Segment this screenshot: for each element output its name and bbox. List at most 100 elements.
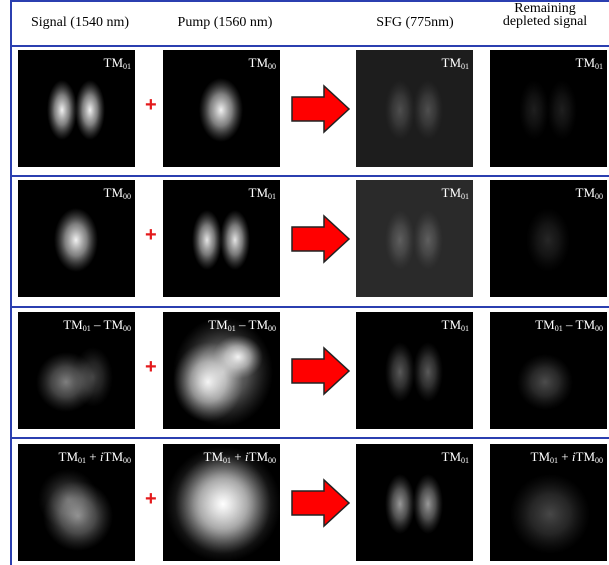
intensity-profile: [47, 80, 105, 140]
beam-lobe: [38, 469, 98, 529]
beam-lobe: [413, 210, 443, 270]
frame: [10, 0, 609, 565]
italic: i: [99, 449, 104, 464]
mode-image: TM01 + iTM00: [18, 444, 135, 561]
mode-label: TM01: [442, 185, 470, 201]
column-header: Remaining depleted signal: [502, 1, 588, 29]
mode-label: TM01: [249, 185, 277, 201]
label-text: – TM: [235, 317, 268, 332]
mode-image: TM01 – TM00: [163, 312, 280, 429]
mode-label: TM00: [576, 185, 604, 201]
beam-lobe: [547, 80, 577, 140]
mode-label: TM00: [104, 185, 132, 201]
beam-lobe: [165, 446, 280, 561]
subscript: 01: [82, 324, 91, 333]
subscript: 00: [595, 192, 603, 201]
subscript: 01: [461, 456, 469, 465]
beam-lobe: [220, 210, 250, 270]
beam-lobe: [510, 474, 590, 554]
subscript: 00: [595, 324, 603, 333]
mode-image: TM01 – TM00: [490, 312, 607, 429]
subscript: 01: [461, 62, 469, 71]
column-header: Pump (1560 nm): [177, 15, 273, 30]
label-text: TM: [575, 449, 596, 464]
mode-image: TM00: [18, 180, 135, 297]
arrow: [291, 214, 351, 264]
subscript: 01: [550, 456, 559, 465]
label-text: +: [86, 449, 100, 464]
label-text: TM: [248, 449, 269, 464]
mode-label: TM01 – TM00: [208, 317, 276, 333]
mode-image: TM00: [490, 180, 607, 297]
label-text: TM: [441, 317, 462, 332]
label-text: TM: [535, 317, 555, 332]
row-divider: [10, 437, 609, 439]
mode-image: TM01: [163, 180, 280, 297]
subscript: 00: [268, 456, 276, 465]
mode-label: TM01 + iTM00: [59, 449, 131, 465]
beam-lobe: [199, 78, 243, 142]
beam-lobe: [385, 210, 415, 270]
label-text: +: [558, 449, 572, 464]
arrow: [291, 84, 351, 134]
intensity-profile: [385, 342, 443, 402]
label-text: TM: [103, 449, 124, 464]
beam-lobe: [75, 80, 105, 140]
beam-lobe: [413, 80, 443, 140]
subscript: 01: [461, 192, 469, 201]
label-text: TM: [58, 449, 79, 464]
beam-lobe: [385, 80, 415, 140]
italic: i: [244, 449, 249, 464]
beam-lobe: [413, 474, 443, 534]
mode-label: TM01 – TM00: [535, 317, 603, 333]
subscript: 01: [554, 324, 563, 333]
subscript: 01: [268, 192, 276, 201]
label-text: – TM: [90, 317, 123, 332]
mode-image: TM01: [356, 444, 473, 561]
plus-sign: +: [145, 488, 157, 510]
column-header: Signal (1540 nm): [31, 15, 129, 30]
row-divider: [10, 306, 609, 308]
intensity-profile: [192, 210, 250, 270]
arrow: [291, 346, 351, 396]
mode-label: TM01 + iTM00: [531, 449, 603, 465]
label-text: – TM: [562, 317, 595, 332]
subscript: 01: [227, 324, 236, 333]
subscript: 00: [123, 192, 131, 201]
beam-lobe: [192, 210, 222, 270]
label-text: TM: [575, 185, 596, 200]
subscript: 00: [123, 324, 131, 333]
mode-label: TM01: [442, 449, 470, 465]
label-text: TM: [63, 317, 83, 332]
mode-label: TM01 + iTM00: [204, 449, 276, 465]
column-header: SFG (775nm): [376, 15, 454, 30]
label-text: +: [231, 449, 245, 464]
subscript: 01: [595, 62, 603, 71]
subscript: 00: [268, 62, 276, 71]
subscript: 01: [123, 62, 131, 71]
mode-label: TM01: [442, 317, 470, 333]
mode-image: TM01 + iTM00: [163, 444, 280, 561]
beam-lobe: [385, 342, 415, 402]
mode-image: TM00: [163, 50, 280, 167]
mode-image: TM01 + iTM00: [490, 444, 607, 561]
intensity-profile: [173, 317, 273, 427]
subscript: 00: [268, 324, 276, 333]
intensity-profile: [385, 474, 443, 534]
mode-image: TM01: [490, 50, 607, 167]
row-divider: [10, 175, 609, 177]
arrow: [291, 478, 351, 528]
label-text: TM: [248, 55, 269, 70]
intensity-profile: [54, 208, 98, 272]
label-text: TM: [103, 185, 124, 200]
intensity-profile: [526, 208, 570, 272]
intensity-profile: [519, 80, 577, 140]
mode-image: TM01: [356, 50, 473, 167]
row-divider: [10, 45, 609, 47]
beam-lobe: [173, 317, 273, 427]
mode-image: TM01: [356, 180, 473, 297]
subscript: 01: [78, 456, 87, 465]
italic: i: [571, 449, 576, 464]
mode-label: TM01: [576, 55, 604, 71]
